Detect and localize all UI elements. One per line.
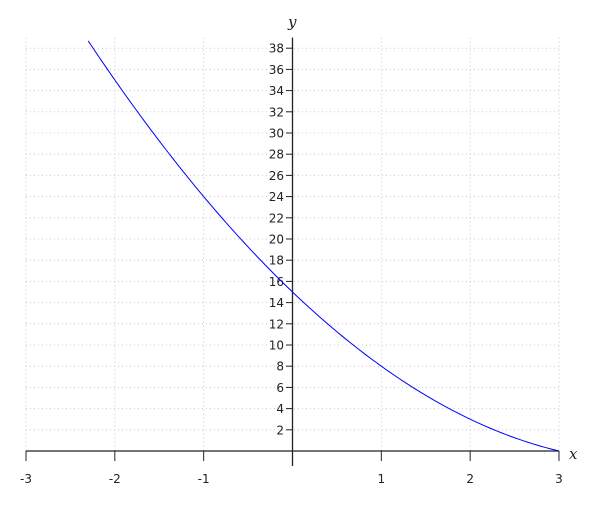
x-tick-label: 1 xyxy=(378,472,386,486)
x-tick-label: 2 xyxy=(466,472,474,486)
y-tick-label: 20 xyxy=(269,233,284,247)
ticks: -3 -2 -1 1 2 32468101214161820222426283032343… xyxy=(20,42,563,486)
series-line xyxy=(87,40,560,452)
y-tick-label: 30 xyxy=(269,127,284,141)
axes xyxy=(26,37,559,466)
x-tick-label: -1 xyxy=(198,472,210,486)
y-tick-label: 26 xyxy=(269,169,284,183)
y-axis-label: y xyxy=(287,13,297,31)
y-tick-label: 2 xyxy=(276,423,284,437)
y-tick-label: 8 xyxy=(276,360,284,374)
y-tick-label: 14 xyxy=(269,296,284,310)
x-tick-label: -3 xyxy=(20,472,32,486)
y-tick-label: 22 xyxy=(269,211,284,225)
y-tick-label: 24 xyxy=(269,190,284,204)
y-tick-label: 16 xyxy=(269,275,284,289)
y-tick-label: 18 xyxy=(269,254,284,268)
y-tick-label: 6 xyxy=(276,381,284,395)
series xyxy=(87,40,560,452)
y-tick-label: 32 xyxy=(269,105,284,119)
x-tick-label: 3 xyxy=(555,472,563,486)
y-tick-label: 10 xyxy=(269,339,284,353)
x-tick-label: -2 xyxy=(109,472,121,486)
y-tick-label: 28 xyxy=(269,148,284,162)
y-tick-label: 12 xyxy=(269,317,284,331)
y-tick-label: 34 xyxy=(269,84,284,98)
x-axis-label: x xyxy=(569,445,578,463)
y-tick-label: 36 xyxy=(269,63,284,77)
grid xyxy=(25,37,560,451)
y-tick-label: 38 xyxy=(269,42,284,56)
y-tick-label: 4 xyxy=(276,402,284,416)
